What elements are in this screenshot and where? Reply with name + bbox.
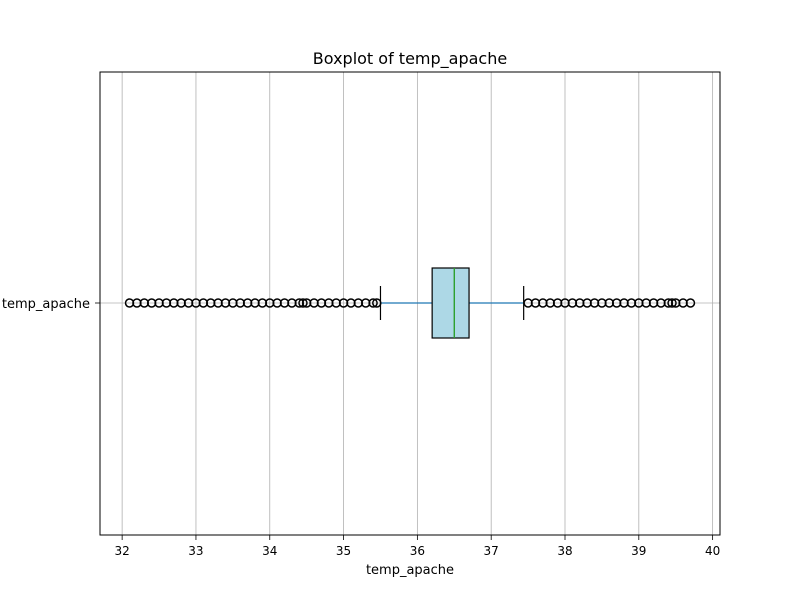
chart-title: Boxplot of temp_apache xyxy=(313,49,507,69)
x-axis: 32 33 34 35 36 37 38 39 40 xyxy=(115,535,720,558)
outlier-point xyxy=(372,298,382,308)
box-layer xyxy=(379,267,525,339)
y-tick-label: temp_apache xyxy=(2,297,90,312)
x-tick-label: 36 xyxy=(410,544,425,558)
x-tick-label: 35 xyxy=(336,544,351,558)
x-tick-label: 40 xyxy=(705,544,720,558)
x-tick-label: 39 xyxy=(631,544,646,558)
x-tick-label: 34 xyxy=(262,544,277,558)
outliers xyxy=(124,298,696,308)
iqr-box xyxy=(431,267,470,339)
outlier-point xyxy=(685,298,696,308)
outlier-point xyxy=(667,298,677,308)
x-tick-label: 38 xyxy=(557,544,572,558)
outlier-point xyxy=(298,298,308,308)
plot-frame xyxy=(99,71,721,536)
outlier-point xyxy=(368,298,378,308)
x-axis-label: temp_apache xyxy=(366,563,454,578)
x-tick-label: 37 xyxy=(484,544,499,558)
y-axis: temp_apache xyxy=(2,297,100,312)
x-tick-label: 33 xyxy=(188,544,203,558)
x-tick-label: 32 xyxy=(115,544,130,558)
